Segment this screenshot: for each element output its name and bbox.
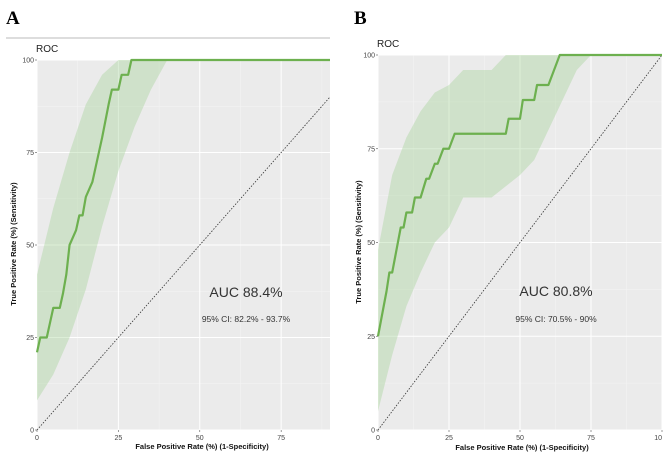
x-tick-label-b: 50: [516, 435, 524, 442]
roc-title-a: ROC: [36, 44, 58, 55]
y-tick-label-b: 25: [367, 334, 375, 341]
x-tick-label-b: 75: [587, 435, 595, 442]
roc-curve-a: [35, 58, 330, 353]
auc-label-a: AUC 88.4%: [209, 284, 282, 300]
diagonal-reference-a: [36, 96, 331, 431]
ci-band-a: [37, 60, 330, 401]
x-tick-label-b: 10: [654, 435, 662, 442]
y-axis-label-b: True Positive Rate (%) (Sensitivity): [354, 180, 363, 304]
y-tick-label-b: 50: [367, 240, 375, 247]
y-tick-label-b: 100: [363, 53, 375, 60]
y-tick-label-a: 50: [26, 243, 34, 250]
x-tick-label-b: 25: [445, 435, 453, 442]
auc-label-b: AUC 80.8%: [519, 283, 592, 299]
y-axis-label-a: True Positive Rate (%) (Sensitivity): [9, 182, 18, 306]
x-axis-label-a: False Positive Rate (%) (1-Specificity): [135, 442, 269, 451]
x-tick-label-a: 25: [114, 435, 122, 442]
roc-chart-b: 0 25 50 75 100 0 25 50 75 10 B ROC True Positive …: [354, 8, 663, 452]
y-tick-label-a: 0: [30, 428, 34, 435]
y-tick-label-b: 75: [367, 146, 375, 153]
roc-title-b: ROC: [377, 39, 399, 50]
diagonal-reference-b: [377, 54, 663, 431]
ci-band-b: [378, 55, 662, 412]
x-tick-label-a: 50: [196, 435, 204, 442]
y-tick-label-a: 25: [26, 335, 34, 342]
ci-label-b: 95% CI: 70.5% - 90%: [515, 314, 597, 324]
panel-letter-a: A: [6, 8, 20, 29]
x-tick-label-a: 75: [277, 435, 285, 442]
x-tick-label-a: 0: [35, 435, 39, 442]
y-tick-label-a: 75: [26, 150, 34, 157]
y-tick-label-b: 0: [371, 428, 375, 435]
panel-letter-b: B: [354, 8, 367, 29]
x-axis-label-b: False Positive Rate (%) (1-Specificity): [455, 443, 589, 452]
x-tick-label-b: 0: [376, 435, 380, 442]
y-tick-label-a: 100: [22, 58, 34, 65]
roc-curve-b: [376, 53, 662, 337]
ci-label-a: 95% CI: 82.2% - 93.7%: [202, 314, 291, 324]
roc-chart-a: 0 25 50 75 100 0 25 50 75 A ROC True Positive Ra…: [6, 8, 331, 451]
